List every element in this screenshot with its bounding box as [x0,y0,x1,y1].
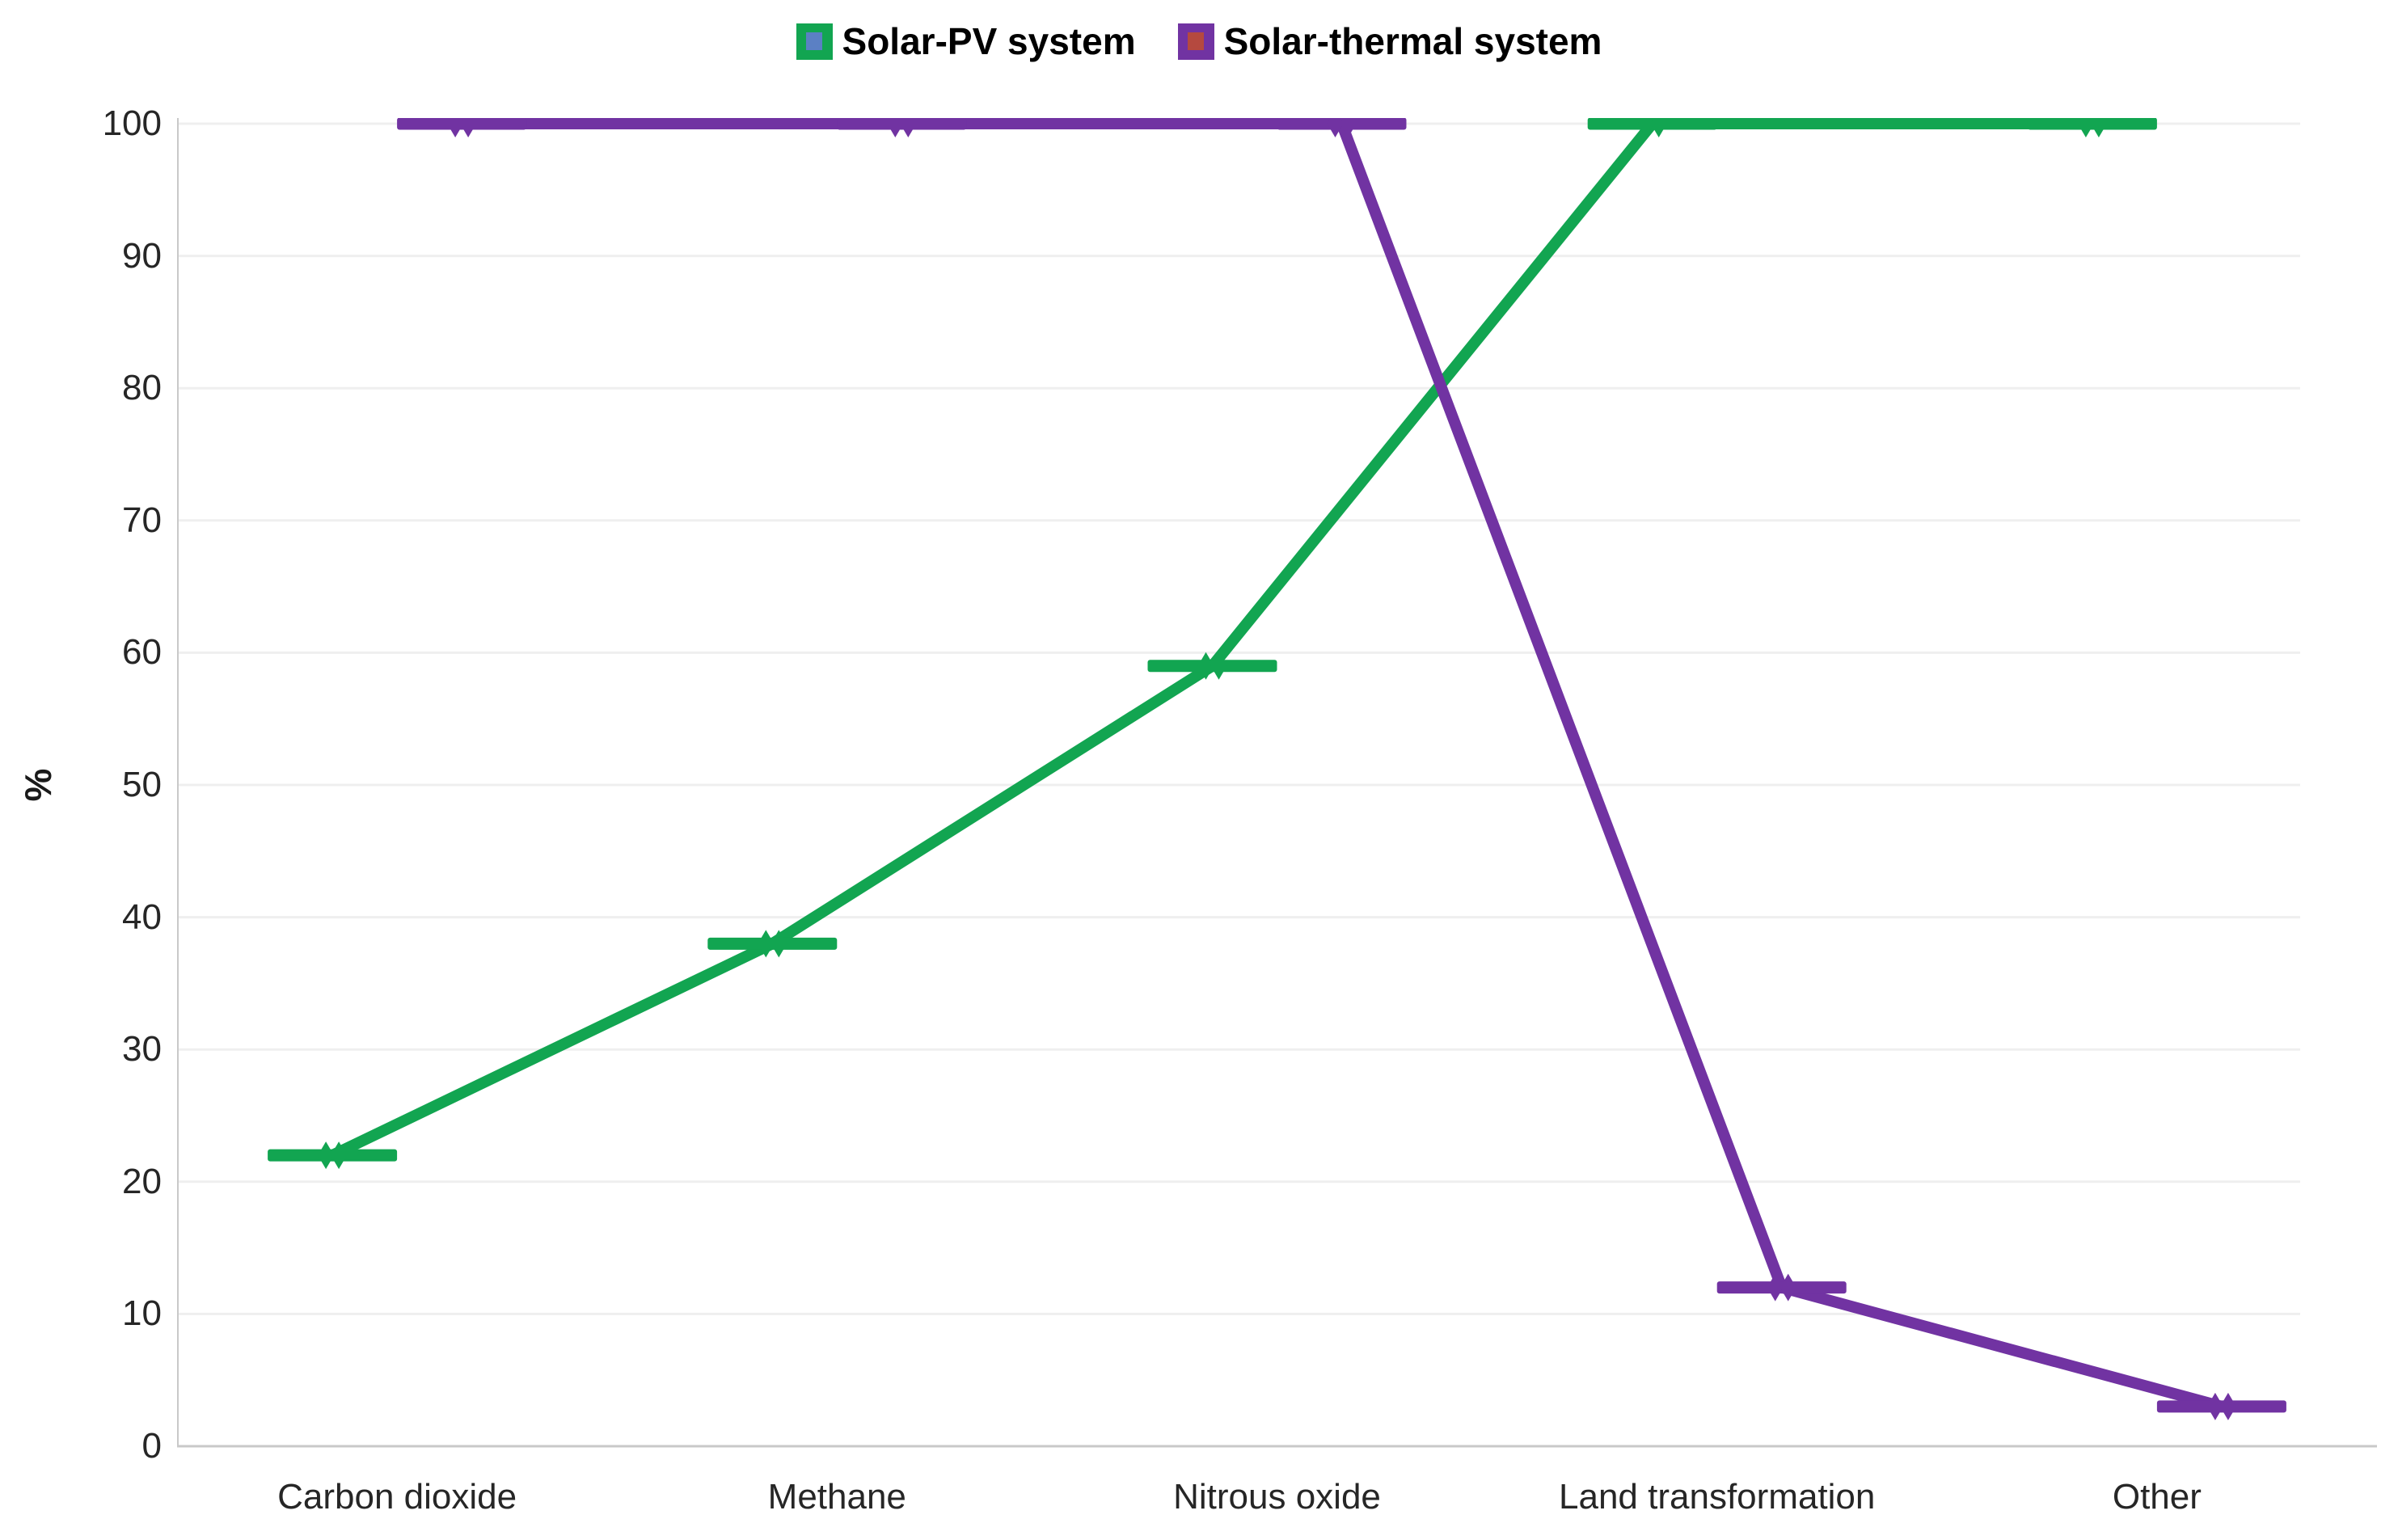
y-tick-label: 10 [122,1293,162,1334]
point-diamond-marker-solar-pv-system [318,1141,335,1170]
point-diamond-marker-solar-pv-system [331,1141,348,1170]
legend-label: Solar-PV system [842,20,1136,62]
point-diamond-marker-solar-pv-system [1650,118,1667,137]
series-line-solar-thermal-system [462,118,2223,1412]
y-tick-label: 0 [141,1426,162,1466]
y-tick-label: 100 [102,103,162,143]
y-tick-label: 80 [122,368,162,408]
y-tick-label: 30 [122,1029,162,1070]
point-diamond-marker-solar-thermal-system [460,118,477,137]
x-tick-label: Land transformation [1559,1477,1876,1517]
point-diamond-marker-solar-thermal-system [2219,1392,2236,1420]
point-diamond-marker-solar-thermal-system [887,118,904,137]
point-diamond-marker-solar-pv-system [1637,118,1654,137]
point-diamond-marker-solar-thermal-system [1780,1273,1796,1302]
legend: Solar-PV system Solar-thermal system [0,19,2398,63]
point-diamond-marker-solar-thermal-system [2206,1392,2223,1420]
x-tick-label: Methane [767,1477,906,1517]
point-diamond-marker-solar-thermal-system [1767,1273,1784,1302]
legend-swatch-marker-icon [806,32,823,50]
point-diamond-marker-solar-thermal-system [447,118,464,137]
x-tick-label: Nitrous oxide [1173,1477,1381,1517]
point-diamond-marker-solar-pv-system [2077,118,2094,137]
y-tick-label: 70 [122,500,162,540]
y-tick-label: 90 [122,235,162,276]
point-diamond-marker-solar-pv-system [1197,652,1214,680]
series-line-solar-pv-system [330,118,2092,1161]
x-tick-label: Carbon dioxide [277,1477,517,1517]
y-tick-label: 40 [122,897,162,937]
legend-swatch-icon [796,23,833,60]
point-diamond-marker-solar-thermal-system [1327,118,1344,137]
point-diamond-marker-solar-thermal-system [1340,118,1357,137]
point-diamond-marker-solar-thermal-system [900,118,917,137]
x-tick-label: Other [2112,1477,2202,1517]
point-diamond-marker-solar-pv-system [758,930,775,958]
y-tick-label: 50 [122,765,162,804]
legend-swatch-icon [1177,23,1214,60]
legend-swatch-marker-icon [1188,32,1205,50]
legend-item-solar-thermal-system: Solar-thermal system [1177,19,1602,63]
point-diamond-marker-solar-pv-system [2090,118,2107,137]
y-tick-label: 20 [122,1161,162,1201]
legend-label: Solar-thermal system [1223,20,1602,62]
point-diamond-marker-solar-pv-system [770,930,787,958]
y-tick-label: 60 [122,632,162,673]
plot-area [177,118,2377,1448]
point-diamond-marker-solar-pv-system [1210,652,1227,680]
legend-item-solar-pv-system: Solar-PV system [796,19,1136,63]
